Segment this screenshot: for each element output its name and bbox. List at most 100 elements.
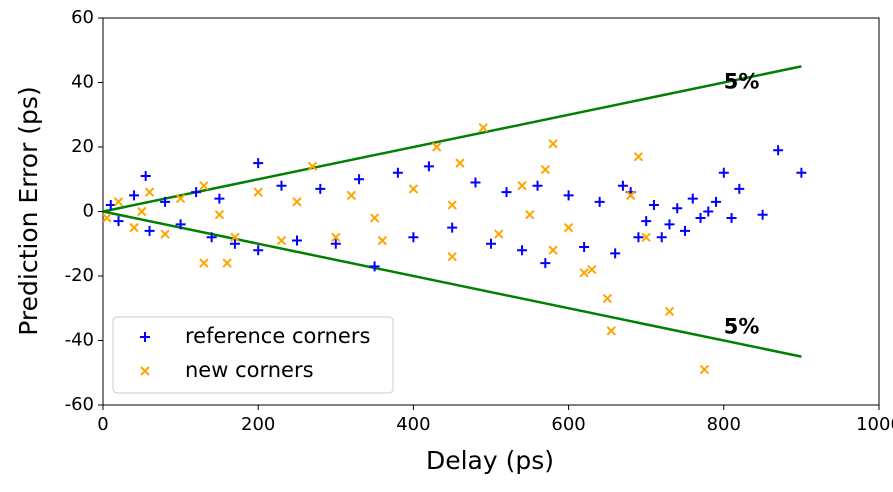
scatter-point bbox=[369, 261, 380, 272]
scatter-point bbox=[160, 229, 170, 239]
scatter-point bbox=[199, 180, 209, 191]
scatter-point bbox=[137, 206, 147, 217]
scatter-point bbox=[144, 225, 155, 236]
y-tick-label: 60 bbox=[71, 7, 94, 28]
scatter-point bbox=[292, 197, 302, 207]
scatter-point bbox=[276, 235, 287, 246]
scatter-point bbox=[144, 187, 155, 197]
scatter-point bbox=[191, 187, 202, 198]
scatter-point bbox=[447, 200, 457, 210]
scatter-point bbox=[447, 222, 458, 233]
scatter-point bbox=[540, 258, 551, 269]
scatter-point bbox=[687, 193, 698, 204]
scatter-point bbox=[734, 183, 745, 194]
scatter-point bbox=[229, 238, 240, 249]
scatter-point bbox=[307, 161, 318, 172]
scatter-point bbox=[517, 245, 528, 256]
scatter-point bbox=[548, 139, 558, 149]
x-tick-label: 200 bbox=[241, 414, 275, 435]
plot-area bbox=[103, 65, 807, 375]
scatter-point bbox=[222, 258, 232, 268]
scatter-point bbox=[695, 212, 706, 223]
scatter-point bbox=[129, 190, 140, 201]
x-tick-label: 600 bbox=[551, 414, 585, 435]
scatter-point bbox=[455, 158, 465, 168]
legend-marker bbox=[140, 332, 150, 342]
scatter-point bbox=[617, 180, 628, 191]
x-tick-label: 800 bbox=[707, 414, 741, 435]
scatter-point bbox=[699, 364, 710, 375]
scatter-point bbox=[214, 193, 225, 204]
reference-line bbox=[103, 65, 802, 213]
scatter-point bbox=[392, 167, 403, 178]
scatter-point bbox=[641, 216, 652, 227]
annotation: 5% bbox=[724, 70, 760, 94]
scatter-point bbox=[253, 158, 264, 169]
scatter-point bbox=[757, 209, 768, 220]
scatter-point bbox=[113, 197, 124, 207]
scatter-point bbox=[175, 219, 186, 230]
scatter-point bbox=[664, 219, 675, 230]
scatter-point bbox=[315, 183, 326, 194]
legend-label: reference corners bbox=[185, 324, 370, 348]
scatter-point bbox=[346, 190, 357, 201]
scatter-point bbox=[113, 216, 124, 227]
scatter-point bbox=[548, 245, 558, 255]
scatter-point bbox=[664, 306, 675, 317]
scatter-point bbox=[431, 142, 442, 152]
scatter-point bbox=[276, 180, 287, 191]
y-tick-label: -40 bbox=[65, 330, 94, 351]
scatter-point bbox=[199, 258, 209, 268]
legend-label: new corners bbox=[185, 358, 314, 382]
scatter-point bbox=[563, 222, 574, 233]
scatter-point bbox=[579, 268, 589, 278]
scatter-point bbox=[160, 196, 171, 207]
scatter-point bbox=[602, 293, 613, 304]
scatter-point bbox=[656, 232, 667, 243]
scatter-point bbox=[408, 184, 419, 194]
scatter-point bbox=[517, 180, 527, 191]
scatter-point bbox=[594, 196, 605, 207]
x-tick-label: 1000 bbox=[856, 414, 893, 435]
y-axis-label: Prediction Error (ps) bbox=[14, 86, 43, 335]
scatter-point bbox=[625, 190, 636, 201]
scatter-point bbox=[253, 245, 264, 256]
y-tick-label: -20 bbox=[65, 265, 94, 286]
annotation: 5% bbox=[724, 315, 760, 339]
scatter-point bbox=[672, 203, 683, 214]
scatter-point bbox=[486, 238, 496, 249]
scatter-point bbox=[796, 167, 807, 178]
y-tick-label: 0 bbox=[83, 201, 94, 222]
scatter-point bbox=[633, 151, 644, 162]
scatter-point bbox=[563, 190, 574, 201]
scatter-point bbox=[579, 241, 590, 252]
scatter-point bbox=[610, 248, 621, 259]
scatter-point bbox=[641, 232, 651, 243]
scatter-point bbox=[354, 174, 365, 185]
legend-box bbox=[112, 316, 394, 394]
scatter-point bbox=[206, 232, 217, 243]
scatter-point bbox=[773, 145, 784, 156]
scatter-point bbox=[501, 187, 512, 198]
scatter-point bbox=[718, 167, 729, 178]
legend: reference corners new corners bbox=[112, 316, 394, 394]
scatter-point bbox=[140, 171, 151, 182]
scatter-point bbox=[587, 264, 597, 275]
scatter-point bbox=[494, 229, 504, 239]
scatter-point bbox=[214, 210, 225, 220]
scatter-point bbox=[726, 212, 737, 223]
scatter-point bbox=[369, 213, 380, 223]
scatter-point bbox=[408, 232, 419, 243]
scatter-point bbox=[103, 213, 112, 223]
y-tick-label: -60 bbox=[65, 394, 94, 415]
reference-line bbox=[103, 210, 802, 358]
x-tick-label: 0 bbox=[97, 414, 108, 435]
scatter-point bbox=[478, 122, 488, 133]
scatter-point bbox=[292, 235, 302, 246]
legend-marker bbox=[140, 366, 150, 376]
scatter-point bbox=[648, 200, 659, 211]
scatter-point bbox=[532, 180, 543, 191]
x-axis-label: Delay (ps) bbox=[426, 446, 554, 475]
y-tick-label: 40 bbox=[71, 72, 94, 93]
